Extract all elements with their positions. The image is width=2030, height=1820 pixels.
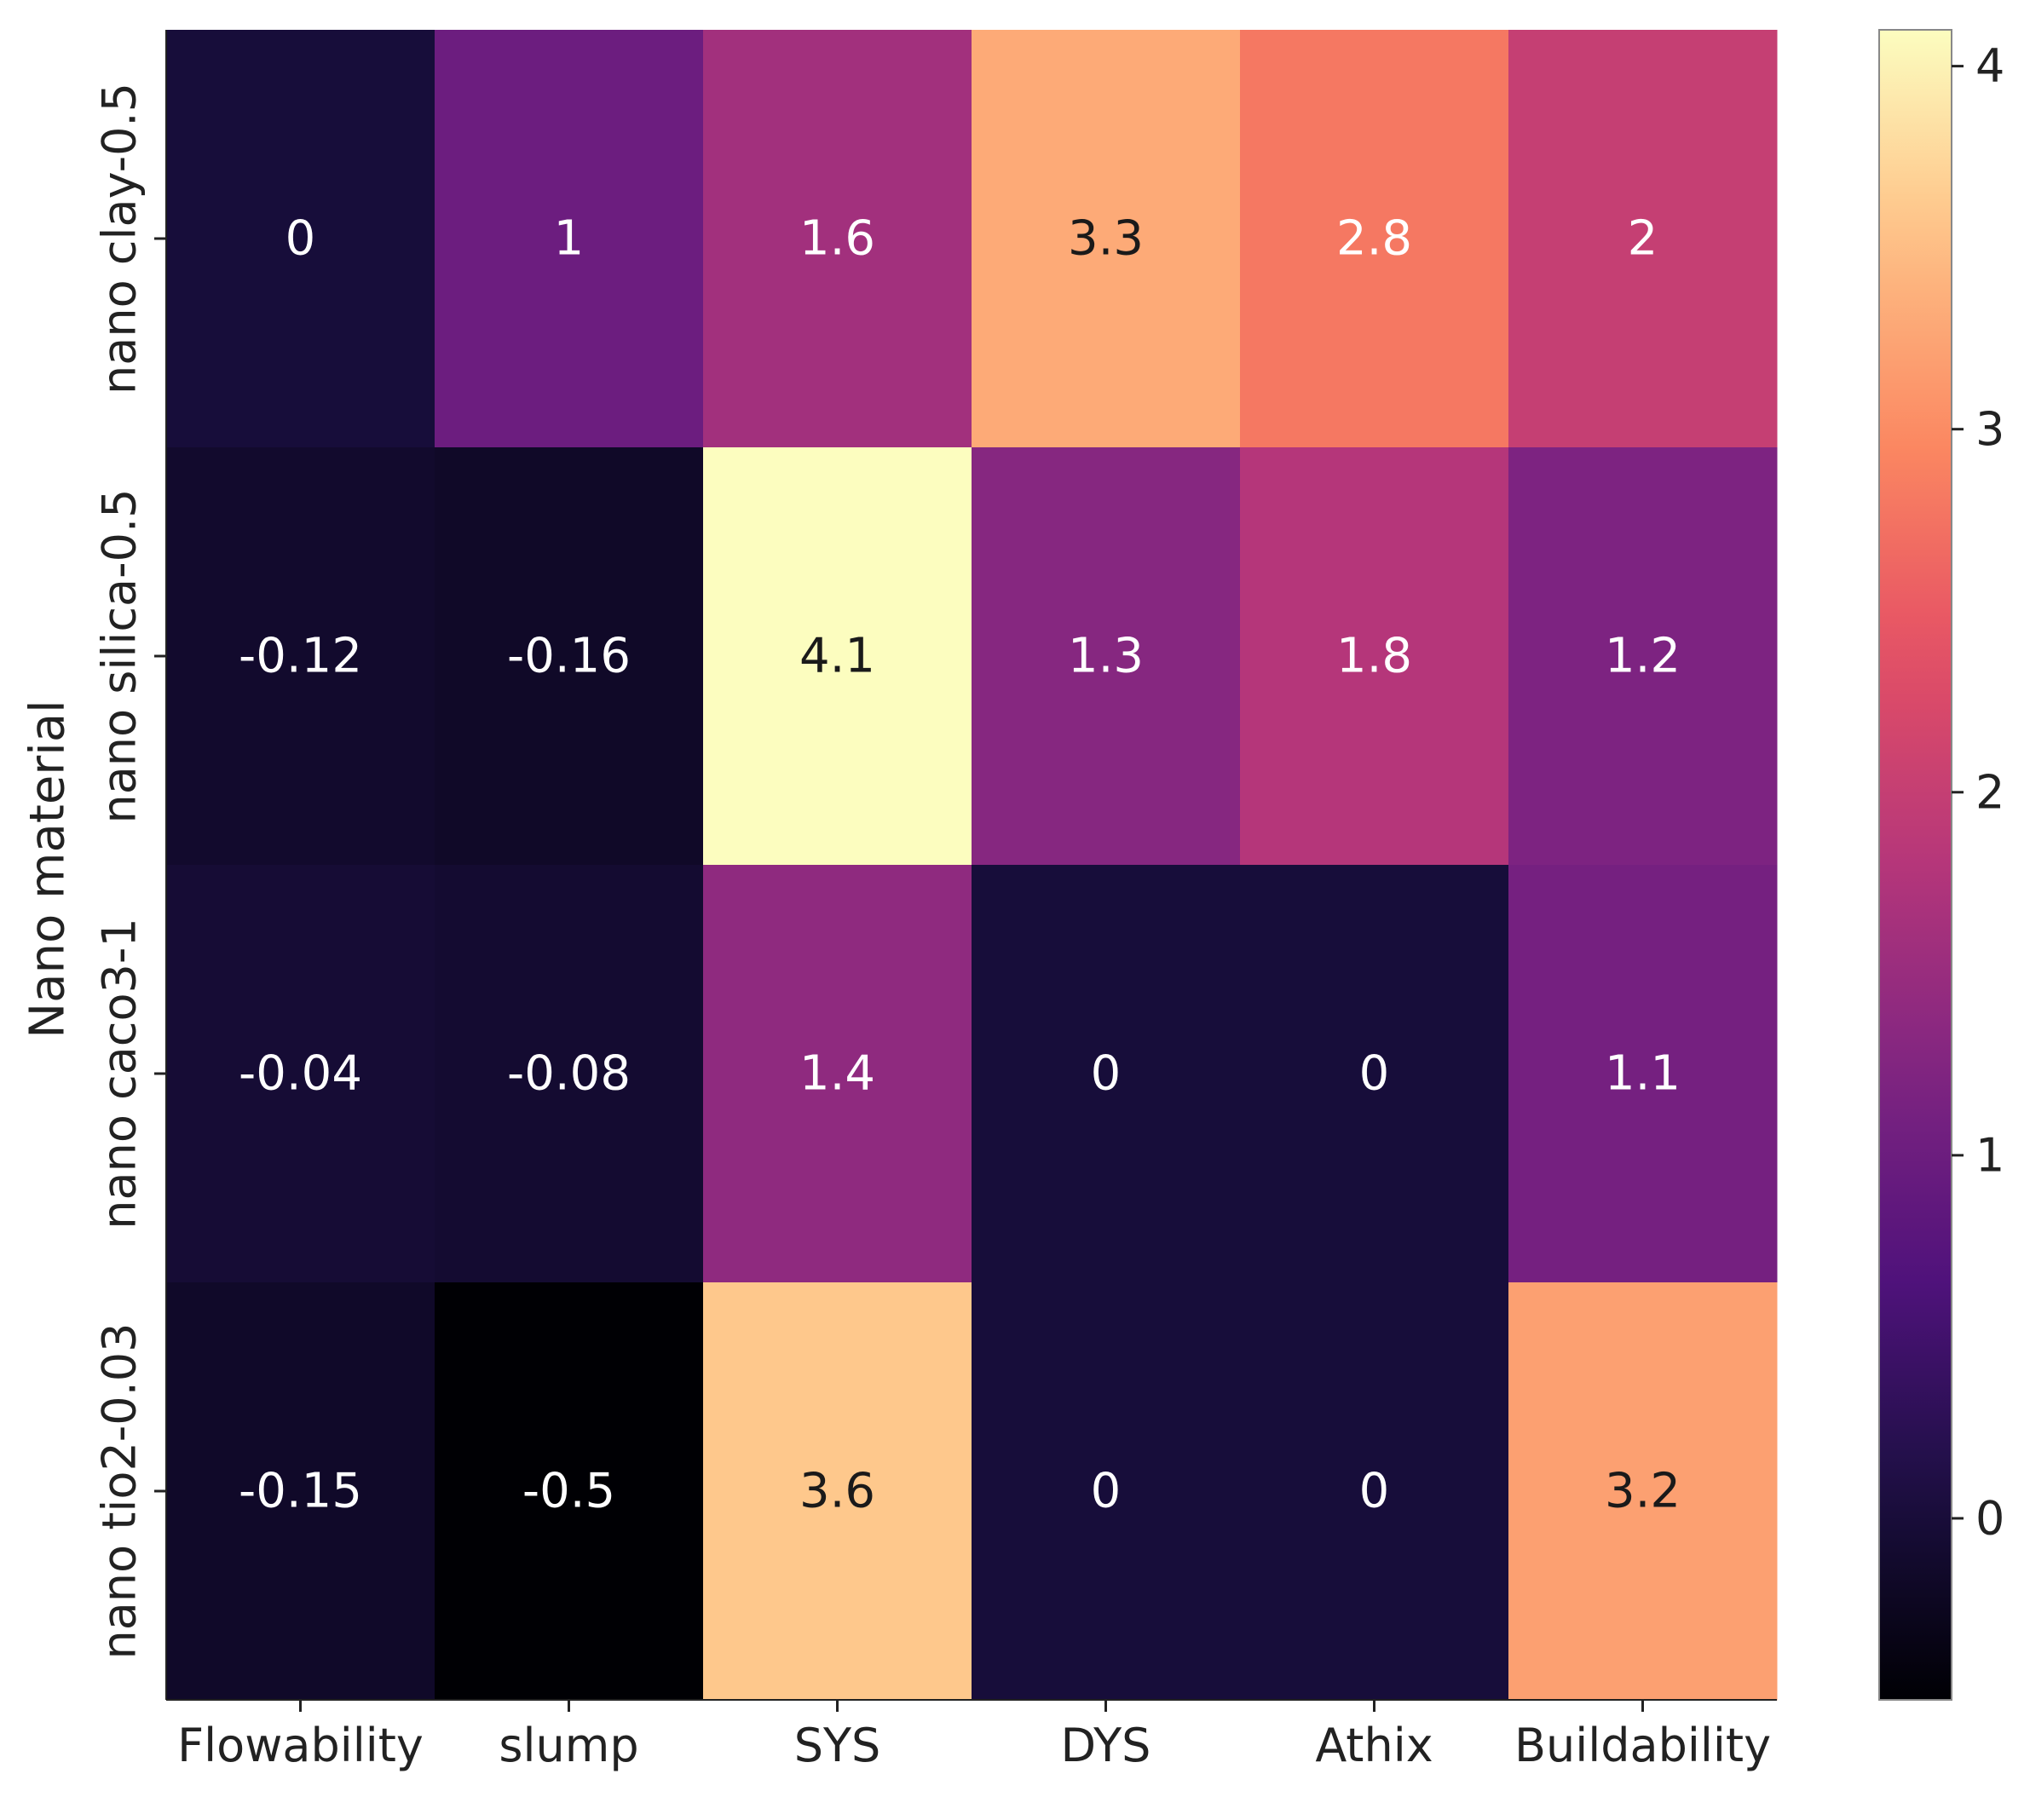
heatmap-cell-nano-clay-0-5-buildability (1508, 30, 1778, 448)
x-tick-label: Flowability (177, 1719, 424, 1772)
cell-value-label: -0.5 (522, 1464, 615, 1519)
cell-value-label: -0.12 (239, 629, 362, 684)
colorbar-tick-label: 0 (1975, 1491, 2004, 1545)
heatmap-cell-nano-clay-0-5-flowability (166, 30, 435, 448)
cell-value-label: 1 (554, 211, 585, 267)
colorbar-gradient (1878, 29, 1952, 1701)
heatmap-cell-nano-clay-0-5-athix (1240, 30, 1509, 448)
colorbar-tick-label: 4 (1975, 39, 2004, 93)
y-axis-title: Nano material (20, 700, 76, 1039)
heatmap-cell-nano-tio2-0-03-sys (703, 1282, 972, 1701)
x-tick-label: slump (499, 1719, 638, 1772)
cell-value-label: 0 (1091, 1046, 1122, 1102)
heatmap-cell-nano-caco3-1-sys (703, 865, 972, 1283)
cell-value-label: 0 (1359, 1046, 1390, 1102)
x-tick-label: Buildability (1514, 1719, 1771, 1772)
cell-value-label: -0.08 (507, 1046, 631, 1102)
cell-value-label: 3.6 (799, 1464, 875, 1519)
heatmap-cell-nano-caco3-1-athix (1240, 865, 1509, 1283)
cell-value-label: 0 (285, 211, 316, 267)
heatmap-cell-nano-caco3-1-flowability (166, 865, 435, 1283)
cell-value-label: -0.16 (507, 629, 631, 684)
colorbar-tick-label: 2 (1975, 765, 2004, 819)
heatmap-cells (166, 30, 1778, 1701)
x-tick-label: DYS (1061, 1719, 1151, 1772)
heatmap-cell-nano-silica-0-5-dys (972, 447, 1241, 866)
cell-value-label: 1.2 (1605, 629, 1681, 684)
cell-value-label: 3.3 (1068, 211, 1144, 267)
heatmap-cell-nano-caco3-1-buildability (1508, 865, 1778, 1283)
heatmap-cell-nano-clay-0-5-sys (703, 30, 972, 448)
cell-value-label: -0.15 (239, 1464, 362, 1519)
cell-value-label: 1.1 (1605, 1046, 1681, 1102)
x-tick-label: SYS (794, 1719, 881, 1772)
y-tick-label: nano tio2-0.03 (93, 1322, 147, 1659)
heatmap-cell-nano-tio2-0-03-slump (435, 1282, 704, 1701)
y-tick-label: nano caco3-1 (93, 918, 147, 1229)
cell-annotations: 0 1 1.6 3.3 2.8 2 -0.12 -0.16 4.1 1.3 1.8 1.2 -0.04 -… (239, 211, 1681, 1519)
cell-value-label: 1.6 (799, 211, 875, 267)
heatmap-cell-nano-tio2-0-03-flowability (166, 1282, 435, 1701)
heatmap-cell-nano-caco3-1-dys (972, 865, 1241, 1283)
y-tick-label: nano clay-0.5 (93, 83, 147, 395)
heatmap-cell-nano-tio2-0-03-athix (1240, 1282, 1509, 1701)
cell-value-label: 1.3 (1068, 629, 1144, 684)
cell-value-label: 2 (1628, 211, 1658, 267)
heatmap-cell-nano-silica-0-5-slump (435, 447, 704, 866)
y-axis: nano clay-0.5 nano silica-0.5 nano caco3-1… (93, 30, 167, 1700)
heatmap-cell-nano-caco3-1-slump (435, 865, 704, 1283)
cell-value-label: 0 (1091, 1464, 1122, 1519)
y-tick-label: nano silica-0.5 (93, 488, 147, 823)
colorbar-tick-label: 3 (1975, 402, 2004, 456)
cell-value-label: 3.2 (1605, 1464, 1681, 1519)
heatmap-cell-nano-silica-0-5-athix (1240, 447, 1509, 866)
cell-value-label: 2.8 (1336, 211, 1412, 267)
heatmap-cell-nano-silica-0-5-buildability (1508, 447, 1778, 866)
x-axis: Flowability slump SYS DYS Athix Buildability (166, 1699, 1777, 1772)
heatmap-cell-nano-clay-0-5-dys (972, 30, 1241, 448)
heatmap-cell-nano-tio2-0-03-buildability (1508, 1282, 1778, 1701)
cell-value-label: 1.4 (799, 1046, 875, 1102)
cell-value-label: 0 (1359, 1464, 1390, 1519)
colorbar-tick-label: 1 (1975, 1128, 2004, 1182)
x-tick-label: Athix (1315, 1719, 1433, 1772)
cell-value-label: 1.8 (1336, 629, 1412, 684)
colorbar: 0 1 2 3 4 (1878, 29, 2004, 1701)
heatmap-cell-nano-tio2-0-03-dys (972, 1282, 1241, 1701)
cell-value-label: -0.04 (239, 1046, 362, 1102)
heatmap-cell-nano-silica-0-5-sys (703, 447, 972, 866)
heatmap-cell-nano-silica-0-5-flowability (166, 447, 435, 866)
cell-value-label: 4.1 (799, 629, 875, 684)
heatmap-cell-nano-clay-0-5-slump (435, 30, 704, 448)
